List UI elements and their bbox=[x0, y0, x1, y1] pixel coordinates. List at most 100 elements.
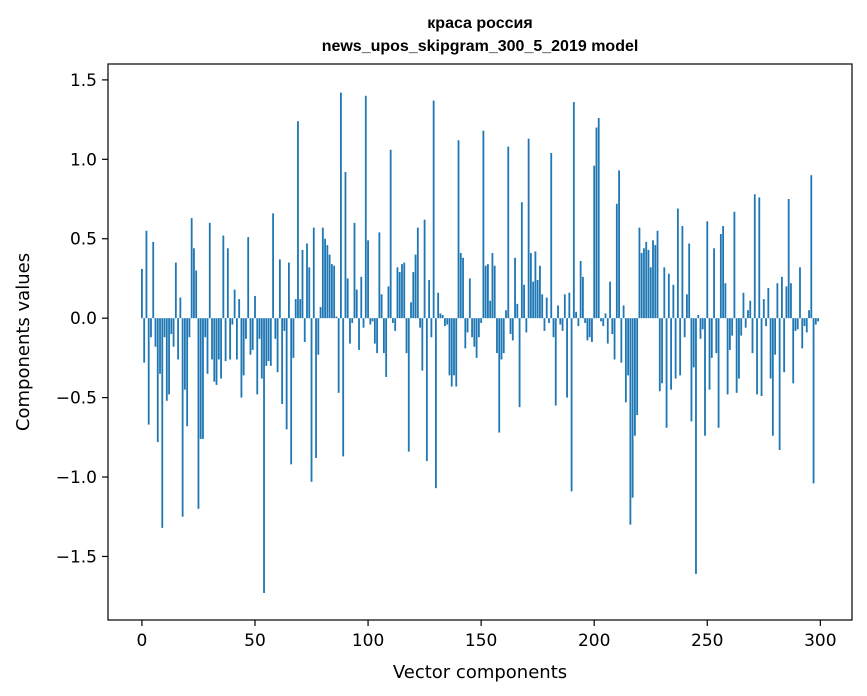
bar-296 bbox=[810, 175, 813, 319]
bar-233 bbox=[667, 273, 670, 319]
bar-266 bbox=[742, 292, 745, 319]
bar-33 bbox=[215, 318, 218, 385]
x-tick-label: 250 bbox=[691, 631, 723, 651]
bar-243 bbox=[690, 318, 693, 422]
bar-121 bbox=[414, 254, 417, 319]
bar-245 bbox=[695, 318, 697, 574]
bar-51 bbox=[256, 318, 259, 395]
bar-231 bbox=[663, 267, 666, 319]
bar-254 bbox=[715, 318, 718, 354]
bar-171 bbox=[527, 138, 530, 319]
bar-184 bbox=[557, 305, 559, 319]
bar-212 bbox=[620, 318, 623, 363]
bar-1 bbox=[143, 318, 146, 363]
bar-250 bbox=[706, 221, 709, 319]
bar-137 bbox=[450, 318, 453, 387]
bar-4 bbox=[150, 318, 152, 338]
bar-157 bbox=[496, 318, 498, 354]
bar-66 bbox=[290, 318, 293, 465]
bar-131 bbox=[437, 292, 440, 319]
bar-175 bbox=[536, 280, 539, 319]
bar-95 bbox=[355, 289, 358, 319]
bar-229 bbox=[658, 318, 661, 392]
bar-236 bbox=[674, 318, 677, 379]
bar-91 bbox=[346, 278, 349, 319]
bar-169 bbox=[523, 284, 525, 319]
bar-63 bbox=[283, 318, 286, 331]
bar-88 bbox=[340, 92, 342, 319]
bar-234 bbox=[670, 318, 672, 390]
bar-41 bbox=[233, 289, 236, 319]
bar-255 bbox=[717, 318, 720, 428]
x-tick-label: 0 bbox=[137, 631, 148, 651]
bar-117 bbox=[405, 318, 408, 354]
bar-198 bbox=[588, 318, 591, 338]
x-tick-label: 50 bbox=[244, 631, 266, 651]
bar-110 bbox=[389, 149, 392, 319]
bar-70 bbox=[299, 299, 302, 319]
bar-282 bbox=[778, 318, 781, 451]
y-tick-label: 0.5 bbox=[70, 230, 97, 250]
bar-132 bbox=[439, 313, 442, 319]
bar-293 bbox=[803, 318, 806, 327]
y-tick-label: 0.0 bbox=[70, 309, 97, 329]
bar-18 bbox=[181, 318, 184, 517]
bar-193 bbox=[577, 318, 580, 327]
bar-272 bbox=[756, 318, 758, 395]
bar-62 bbox=[281, 318, 284, 404]
bar-87 bbox=[337, 318, 340, 393]
bar-259 bbox=[726, 318, 729, 395]
bar-216 bbox=[629, 318, 632, 525]
bar-180 bbox=[548, 318, 550, 323]
bar-277 bbox=[767, 287, 770, 319]
bar-119 bbox=[410, 302, 412, 319]
bar-85 bbox=[333, 265, 336, 319]
x-tick-label: 300 bbox=[804, 631, 836, 651]
bar-158 bbox=[498, 318, 501, 433]
bar-275 bbox=[762, 299, 765, 319]
bar-83 bbox=[328, 254, 331, 319]
bar-251 bbox=[708, 318, 711, 390]
bar-3 bbox=[147, 318, 150, 425]
bar-59 bbox=[274, 318, 277, 339]
bar-165 bbox=[514, 257, 516, 319]
bar-116 bbox=[403, 262, 406, 319]
chart-title-line-1: краса россия bbox=[427, 15, 532, 32]
bar-38 bbox=[226, 248, 229, 319]
bar-292 bbox=[801, 318, 804, 349]
bar-22 bbox=[190, 218, 193, 319]
bar-253 bbox=[713, 248, 715, 319]
bar-156 bbox=[493, 265, 496, 319]
bar-261 bbox=[731, 318, 734, 336]
bar-65 bbox=[288, 262, 290, 319]
bar-257 bbox=[722, 226, 725, 319]
bar-286 bbox=[787, 199, 790, 319]
bar-289 bbox=[794, 318, 797, 331]
y-axis-label: Components values bbox=[13, 253, 34, 431]
bar-2 bbox=[145, 230, 148, 319]
bar-34 bbox=[217, 318, 220, 360]
bar-82 bbox=[326, 245, 329, 319]
bar-160 bbox=[502, 318, 505, 354]
bar-153 bbox=[487, 264, 489, 319]
bar-189 bbox=[568, 292, 571, 319]
bar-176 bbox=[539, 265, 541, 319]
bar-44 bbox=[240, 318, 243, 398]
bar-150 bbox=[480, 318, 483, 323]
y-tick-label: −1.0 bbox=[56, 468, 97, 488]
bar-260 bbox=[728, 318, 731, 350]
bar-148 bbox=[475, 318, 478, 358]
bar-49 bbox=[251, 318, 254, 350]
bar-222 bbox=[643, 248, 645, 319]
bar-103 bbox=[373, 318, 376, 344]
bar-164 bbox=[511, 318, 514, 341]
bar-72 bbox=[303, 318, 306, 342]
bar-223 bbox=[645, 241, 648, 319]
bar-115 bbox=[401, 264, 403, 319]
bar-138 bbox=[453, 318, 455, 376]
bar-152 bbox=[484, 265, 487, 319]
bar-217 bbox=[631, 318, 634, 498]
bar-134 bbox=[444, 318, 446, 327]
bar-220 bbox=[638, 227, 641, 319]
bar-298 bbox=[814, 318, 817, 325]
